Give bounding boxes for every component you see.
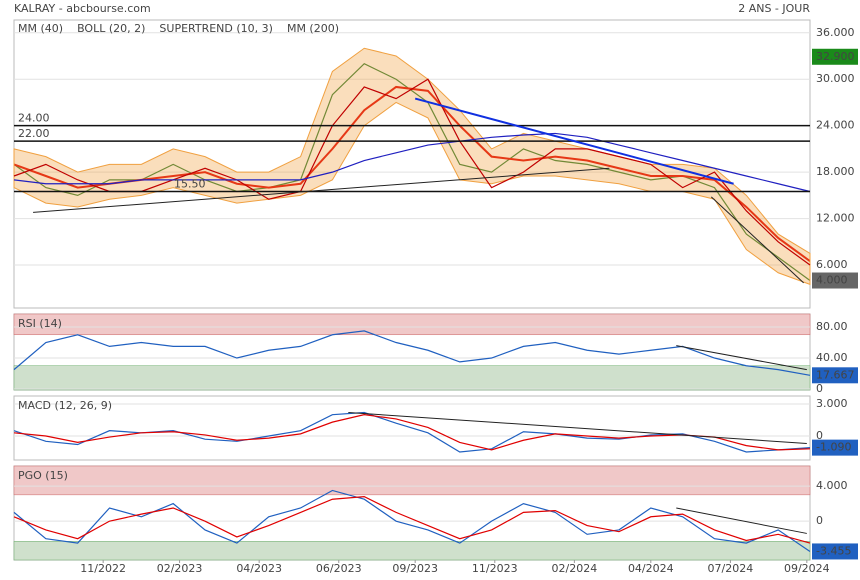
- y-tick-label: 12.000: [816, 212, 855, 225]
- chart-subtitle: 2 ANS - JOUR: [738, 2, 810, 15]
- legend-entry: MM (40): [18, 22, 63, 35]
- trendline: [710, 196, 804, 284]
- chart-title: KALRAY - abcbourse.com: [14, 2, 151, 15]
- y-tick-label: 6.000: [816, 258, 848, 271]
- x-tick-label: 04/2024: [628, 562, 674, 575]
- x-tick-label: 06/2023: [316, 562, 362, 575]
- x-tick-label: 02/2023: [157, 562, 203, 575]
- x-tick-label: 02/2024: [552, 562, 598, 575]
- x-tick-label: 11/2023: [472, 562, 518, 575]
- indicator-title: RSI (14): [18, 317, 62, 330]
- x-tick-label: 07/2024: [708, 562, 754, 575]
- series-line: [13, 489, 811, 552]
- y-tick-label: 0: [816, 514, 823, 527]
- y-tick-label: 24.000: [816, 119, 855, 132]
- value-box: [812, 439, 858, 456]
- zone: [13, 541, 811, 561]
- y-tick-label: 18.000: [816, 165, 855, 178]
- y-tick-label: 30.000: [816, 72, 855, 85]
- zone: [13, 365, 811, 391]
- x-tick-label: 09/2023: [392, 562, 438, 575]
- trendline: [414, 97, 734, 185]
- y-tick-label: 4.000: [816, 479, 848, 492]
- x-tick-label: 09/2024: [784, 562, 830, 575]
- legend-entry: MM (200): [287, 22, 339, 35]
- support-label: 24.00: [18, 112, 50, 125]
- x-tick-label: 11/2022: [80, 562, 126, 575]
- value-box: [812, 367, 858, 384]
- value-box-label: -1.090: [816, 441, 851, 454]
- y-tick-label: 80.00: [816, 320, 848, 333]
- indicator-title: MACD (12, 26, 9): [18, 399, 112, 412]
- y-tick-label: 3.000: [816, 397, 848, 410]
- trendline: [33, 167, 610, 213]
- y-tick-label: 36.000: [816, 26, 855, 39]
- support-label: 15.50: [174, 177, 206, 190]
- x-tick-label: 04/2023: [236, 562, 282, 575]
- bollinger-band: [13, 47, 811, 286]
- legend-entry: SUPERTREND (10, 3): [159, 22, 273, 35]
- value-box: [812, 48, 858, 65]
- y-tick-label: 40.00: [816, 351, 848, 364]
- trendline: [348, 412, 807, 444]
- zone: [13, 465, 811, 496]
- trendline: [676, 345, 807, 371]
- value-box-label: -3.455: [816, 544, 851, 557]
- indicator-title: PGO (15): [18, 469, 68, 482]
- support-label: 22.00: [18, 127, 50, 140]
- value-box-label: 17.667: [816, 368, 855, 381]
- y-tick-label: 0: [816, 429, 823, 442]
- series-line: [13, 78, 811, 266]
- value-box: [812, 272, 858, 289]
- value-box: [812, 543, 858, 560]
- series-line: [13, 495, 811, 544]
- series-line: [13, 330, 811, 376]
- series-line: [13, 132, 811, 193]
- y-tick-label: 0: [816, 382, 823, 395]
- value-box-label: 32.900: [816, 50, 855, 63]
- legend-entry: BOLL (20, 2): [77, 22, 145, 35]
- zone: [13, 313, 811, 336]
- value-box-label: 4.000: [816, 274, 848, 287]
- trendline: [676, 507, 807, 534]
